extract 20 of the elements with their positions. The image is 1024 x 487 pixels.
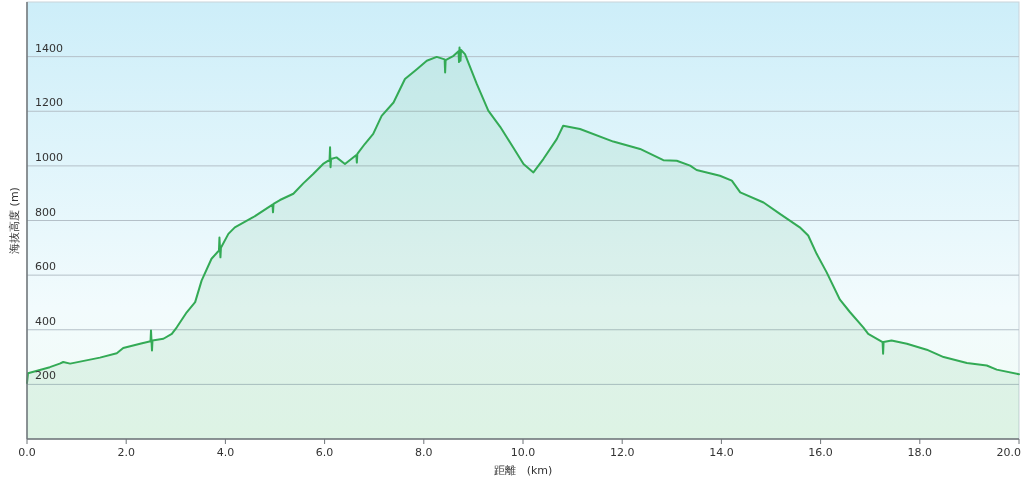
x-tick-label: 10.0 xyxy=(510,446,536,459)
y-tick-label: 1000 xyxy=(35,150,63,164)
x-tick-label: 8.0 xyxy=(415,446,433,459)
x-axis-title: 距離 (km) xyxy=(493,464,553,477)
y-tick-label: 1400 xyxy=(35,41,63,55)
x-tick-label: 14.0 xyxy=(709,446,734,459)
x-tick-label: 20.0 xyxy=(996,446,1021,459)
y-tick-label: 800 xyxy=(35,205,56,219)
x-tick-label: 16.0 xyxy=(808,446,833,459)
y-axis-title: 海抜高度 (m) xyxy=(8,187,21,254)
x-tick-label: 6.0 xyxy=(315,446,334,459)
y-tick-label: 1200 xyxy=(35,96,63,110)
x-tick-label: 4.0 xyxy=(216,446,235,459)
y-tick-label: 400 xyxy=(35,314,56,328)
y-tick-label: 200 xyxy=(35,369,56,383)
x-tick-label: 12.0 xyxy=(609,446,635,459)
x-tick-label: 18.0 xyxy=(907,446,933,459)
y-tick-label: 600 xyxy=(35,260,56,274)
x-tick-label: 2.0 xyxy=(117,446,135,459)
x-tick-label: 0.0 xyxy=(18,446,36,459)
